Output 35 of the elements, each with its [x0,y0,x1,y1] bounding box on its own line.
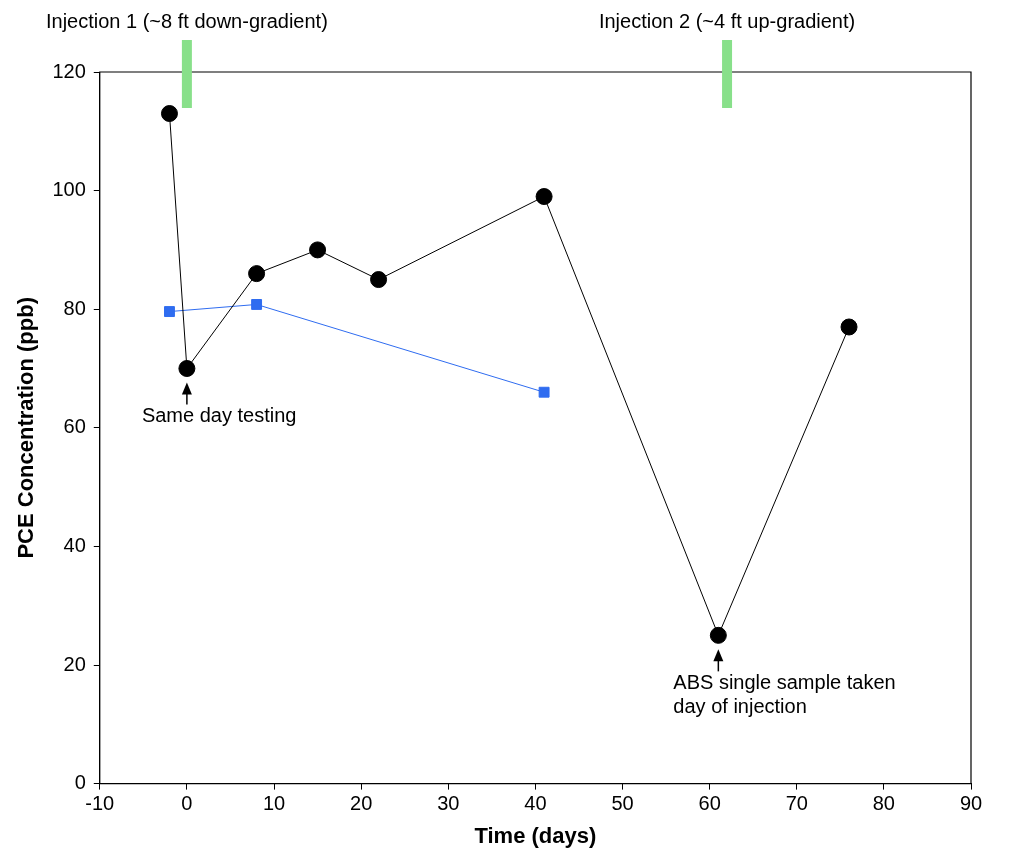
ref-line-label: Injection 2 (~4 ft up-gradient) [598,9,856,32]
x-tick-label: 60 [698,792,721,815]
x-tick-label: 70 [785,792,808,815]
y-tick-label: 60 [63,415,86,438]
y-tick-label: 80 [63,296,86,319]
point [309,241,327,259]
x-tick-label: 20 [350,792,373,815]
point [370,271,388,289]
y-tick-label: 100 [52,178,86,201]
annotation: Same day testing [141,404,297,427]
point [248,265,266,283]
point [538,386,550,398]
x-tick-label: -10 [85,792,115,815]
point [164,306,175,318]
x-tick-label: 10 [262,792,286,815]
point [840,318,858,336]
x-tick-label: 40 [524,792,547,815]
ref-line-label: Injection 1 (~8 ft down-gradient) [45,9,328,32]
y-axis-title: PCE Concentration (ppb) [13,297,39,559]
point [709,626,727,644]
y-tick-label: 120 [52,59,86,82]
point [535,188,553,206]
y-tick-label: 40 [63,533,86,556]
x-tick-label: 90 [959,792,983,815]
y-tick-label: 20 [63,652,86,675]
x-tick-label: 80 [872,792,895,815]
point [160,105,178,123]
annotation: ABS single sample taken day of injection [673,670,896,717]
x-tick-label: 50 [611,792,634,815]
x-tick-label: 0 [181,792,193,815]
point [178,360,196,377]
x-axis-title: Time (days) [474,822,597,848]
y-tick-label: 0 [74,771,86,794]
point [251,299,263,310]
x-tick-label: 30 [437,792,460,815]
